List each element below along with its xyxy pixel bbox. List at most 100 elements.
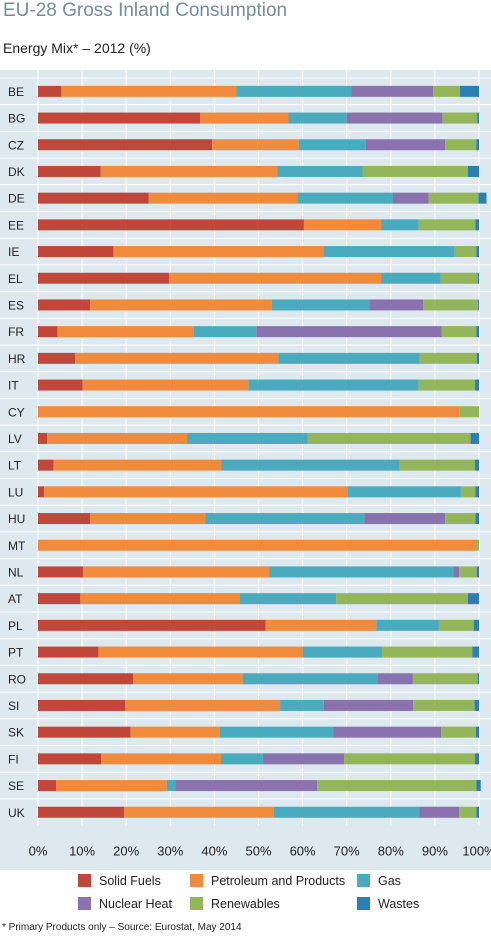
category-label: HU	[8, 512, 25, 526]
bar-segment-at-wastes	[467, 593, 479, 605]
category-label: EL	[8, 272, 23, 286]
category-label: IT	[8, 379, 19, 393]
bar-segment-si-nuclear-heat	[323, 699, 414, 711]
bar-segment-el-petroleum-and-products	[168, 272, 382, 284]
bar-segment-cz-gas	[298, 139, 366, 151]
bar-segment-uk-wastes	[476, 806, 479, 818]
bar-segment-de-nuclear-heat	[393, 192, 429, 204]
bar-segment-it-petroleum-and-products	[82, 379, 249, 391]
bar-segment-fr-wastes	[476, 326, 479, 338]
bar-segment-fi-wastes	[475, 753, 479, 765]
bar-segment-de-wastes	[478, 192, 487, 204]
category-label: CY	[8, 405, 25, 419]
bar-segment-lu-gas	[348, 486, 461, 498]
bar-segment-si-wastes	[474, 699, 479, 711]
category-label: IE	[8, 245, 19, 259]
x-tick-label: 50%	[245, 844, 271, 859]
bar-segment-es-petroleum-and-products	[90, 299, 272, 311]
bar-segment-dk-gas	[277, 165, 363, 177]
category-label: BG	[8, 112, 25, 126]
bar-segment-pt-wastes	[472, 646, 479, 658]
x-tick-label: 100%	[462, 844, 491, 859]
bar-segment-pt-renewables	[381, 646, 473, 658]
bar-segment-it-renewables	[418, 379, 476, 391]
x-tick-label: 70%	[334, 844, 360, 859]
category-label: RO	[8, 672, 26, 686]
bar-segment-pl-solid-fuels	[38, 619, 266, 631]
bar-segment-be-petroleum-and-products	[61, 85, 237, 97]
bar-segment-lt-solid-fuels	[38, 459, 54, 471]
bar-segment-lu-petroleum-and-products	[44, 486, 349, 498]
x-tick-label: 10%	[69, 844, 95, 859]
bar-segment-es-wastes	[478, 299, 479, 311]
legend-swatch	[78, 897, 91, 910]
legend-item: Solid Fuels	[78, 874, 161, 888]
bar-segment-cz-petroleum-and-products	[212, 139, 299, 151]
bar-segment-it-wastes	[475, 379, 479, 391]
bar-segment-pt-gas	[302, 646, 382, 658]
bar-segment-si-petroleum-and-products	[125, 699, 281, 711]
chart-subtitle: Energy Mix* – 2012 (%)	[3, 40, 151, 56]
bar-segment-mt-renewables	[475, 539, 479, 551]
bar-segment-bg-wastes	[477, 112, 479, 124]
legend-item: Renewables	[190, 897, 280, 911]
bar-segment-at-gas	[239, 593, 337, 605]
bar-segment-el-wastes	[477, 272, 479, 284]
bar-segment-cy-petroleum-and-products	[38, 406, 460, 418]
category-label: PL	[8, 619, 23, 633]
legend-label: Petroleum and Products	[211, 874, 346, 888]
bar-segment-nl-nuclear-heat	[453, 566, 460, 578]
bar-segment-fi-solid-fuels	[38, 753, 102, 765]
bar-segment-se-renewables	[317, 780, 477, 792]
bar-segment-hu-renewables	[445, 513, 476, 525]
bar-segment-de-gas	[297, 192, 394, 204]
bar-segment-uk-renewables	[459, 806, 477, 818]
bar-segment-ro-gas	[242, 673, 379, 685]
legend-swatch	[190, 874, 203, 887]
category-label: FI	[8, 752, 19, 766]
bar-segment-pl-petroleum-and-products	[265, 619, 377, 631]
category-label: AT	[8, 592, 23, 606]
legend-label: Nuclear Heat	[99, 897, 172, 911]
x-tick-label: 30%	[157, 844, 183, 859]
chart-title: EU-28 Gross Inland Consumption	[3, 0, 288, 21]
bar-segment-lv-gas	[187, 432, 308, 444]
bar-segment-ro-solid-fuels	[38, 673, 134, 685]
bar-segment-hr-gas	[278, 352, 420, 364]
bar-segment-el-gas	[381, 272, 441, 284]
bar-segment-pl-wastes	[473, 619, 479, 631]
legend-item: Petroleum and Products	[190, 874, 345, 888]
bar-segment-cz-nuclear-heat	[365, 139, 446, 151]
bar-segment-ie-solid-fuels	[38, 246, 114, 258]
chart-area: BE BG CZ DK DE EE IE EL ES FR HR IT CY LV LT LU HU MT NL AT…	[0, 70, 491, 870]
bar-segment-uk-petroleum-and-products	[123, 806, 274, 818]
bar-segment-pl-gas	[376, 619, 439, 631]
bar-segment-si-gas	[280, 699, 324, 711]
bar-segment-el-renewables	[440, 272, 478, 284]
bar-segment-hu-solid-fuels	[38, 513, 91, 525]
category-label: DK	[8, 165, 25, 179]
bar-segment-lv-solid-fuels	[38, 432, 48, 444]
bar-segment-sk-wastes	[475, 726, 479, 738]
bar-segment-fr-solid-fuels	[38, 326, 58, 338]
category-label: PT	[8, 646, 24, 660]
bar-segment-ee-renewables	[418, 219, 476, 231]
bar-segment-sk-gas	[219, 726, 334, 738]
bar-segment-hr-solid-fuels	[38, 352, 76, 364]
bar-segment-fi-petroleum-and-products	[101, 753, 222, 765]
bar-segment-lu-wastes	[475, 486, 479, 498]
bar-segment-nl-wastes	[476, 566, 479, 578]
bar-segment-de-petroleum-and-products	[148, 192, 298, 204]
bar-segment-pt-solid-fuels	[38, 646, 99, 658]
category-label: FR	[8, 325, 24, 339]
legend-swatch	[357, 874, 370, 887]
bar-segment-ie-renewables	[454, 246, 477, 258]
bar-segment-lt-petroleum-and-products	[53, 459, 222, 471]
bar-segment-hu-gas	[205, 513, 365, 525]
legend-swatch	[357, 897, 370, 910]
legend-label: Solid Fuels	[99, 874, 161, 888]
bar-segment-hr-wastes	[476, 352, 479, 364]
x-tick-label: 0%	[29, 844, 48, 859]
category-label: NL	[8, 565, 24, 579]
bar-segment-sk-nuclear-heat	[333, 726, 442, 738]
